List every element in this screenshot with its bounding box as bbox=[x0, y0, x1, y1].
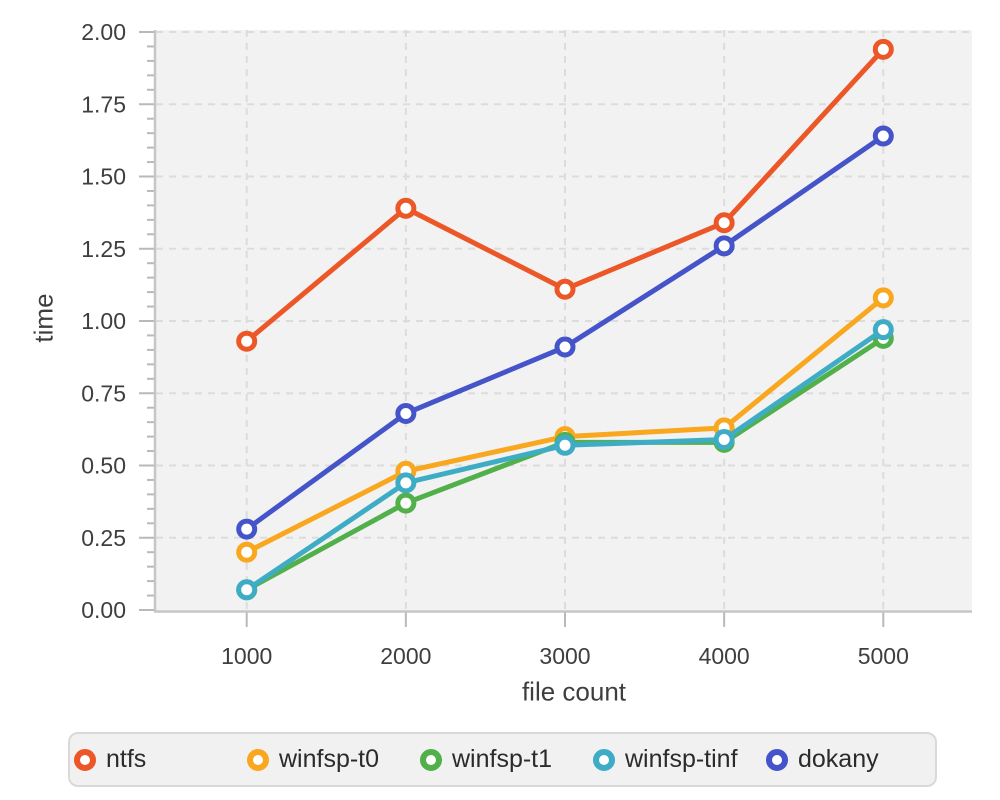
x-tick-label-3000: 3000 bbox=[539, 643, 590, 669]
legend-item-ntfs: ntfs bbox=[74, 745, 247, 774]
x-tick-label-5000: 5000 bbox=[858, 643, 909, 669]
legend-label: winfsp-t1 bbox=[452, 745, 553, 773]
marker-winfsp-tinf-4000 bbox=[713, 428, 735, 450]
y-tick-label-0.50: 0.50 bbox=[81, 453, 126, 479]
marker-ntfs-1000 bbox=[236, 330, 258, 352]
y-tick-label-0.00: 0.00 bbox=[81, 597, 126, 623]
legend-item-winfsp-tinf: winfsp-tinf bbox=[593, 745, 766, 774]
x-axis-title: file count bbox=[521, 676, 627, 707]
marker-ntfs-5000 bbox=[872, 38, 894, 60]
marker-dokany-4000 bbox=[713, 235, 735, 257]
marker-ntfs-3000 bbox=[554, 278, 576, 300]
marker-dokany-5000 bbox=[872, 125, 894, 147]
marker-winfsp-tinf-5000 bbox=[872, 319, 894, 341]
marker-dokany-3000 bbox=[554, 336, 576, 358]
marker-dokany-2000 bbox=[395, 402, 417, 424]
legend-item-winfsp-t1: winfsp-t1 bbox=[420, 745, 593, 774]
legend-label: winfsp-t0 bbox=[279, 745, 380, 773]
legend-label: ntfs bbox=[106, 745, 147, 773]
marker-winfsp-tinf-3000 bbox=[554, 434, 576, 456]
legend-winfsp-tinf-marker-icon bbox=[593, 748, 615, 771]
legend-ntfs-marker-icon bbox=[74, 748, 96, 771]
y-tick-label-1.50: 1.50 bbox=[81, 164, 126, 190]
legend-dokany-marker-icon bbox=[766, 748, 788, 771]
marker-dokany-1000 bbox=[236, 518, 258, 540]
legend-item-dokany: dokany bbox=[766, 745, 879, 774]
x-tick-label-2000: 2000 bbox=[380, 643, 431, 669]
y-tick-label-1.75: 1.75 bbox=[81, 91, 126, 117]
legend-winfsp-t1-marker-icon bbox=[420, 748, 442, 771]
legend-label: dokany bbox=[798, 745, 879, 773]
marker-winfsp-t0-1000 bbox=[236, 541, 258, 563]
marker-winfsp-tinf-1000 bbox=[236, 579, 258, 601]
y-tick-label-1.25: 1.25 bbox=[81, 236, 126, 262]
y-axis-title: time bbox=[28, 293, 59, 343]
marker-winfsp-t0-5000 bbox=[872, 287, 894, 309]
marker-ntfs-2000 bbox=[395, 197, 417, 219]
y-tick-label-2.00: 2.00 bbox=[81, 19, 126, 45]
marker-winfsp-t1-2000 bbox=[395, 492, 417, 514]
marker-winfsp-tinf-2000 bbox=[395, 472, 417, 494]
x-tick-label-1000: 1000 bbox=[221, 643, 272, 669]
legend-item-winfsp-t0: winfsp-t0 bbox=[247, 745, 420, 774]
y-tick-label-0.25: 0.25 bbox=[81, 525, 126, 551]
legend-label: winfsp-tinf bbox=[625, 745, 738, 773]
y-tick-label-0.75: 0.75 bbox=[81, 380, 126, 406]
x-tick-label-4000: 4000 bbox=[699, 643, 750, 669]
legend-winfsp-t0-marker-icon bbox=[247, 748, 269, 771]
marker-ntfs-4000 bbox=[713, 212, 735, 234]
legend: ntfs winfsp-t0 winfsp-t1 winfsp-tinf dokany bbox=[68, 732, 937, 787]
y-tick-label-1.00: 1.00 bbox=[81, 308, 126, 334]
